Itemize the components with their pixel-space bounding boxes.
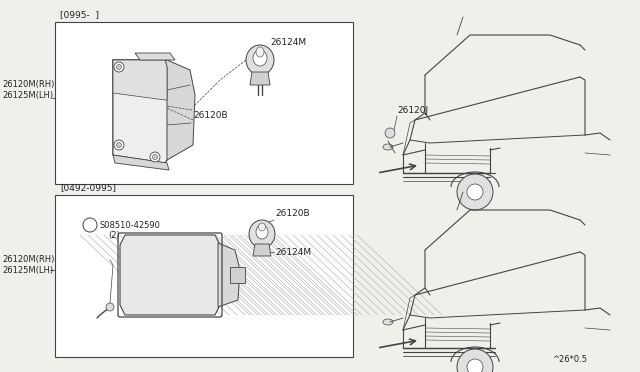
Text: ^26*0.5: ^26*0.5 <box>552 355 588 364</box>
Circle shape <box>114 140 124 150</box>
Text: 26120B: 26120B <box>193 110 228 119</box>
Circle shape <box>457 174 493 210</box>
Ellipse shape <box>249 220 275 248</box>
Circle shape <box>467 359 483 372</box>
Circle shape <box>114 62 124 72</box>
Text: S08510-42590: S08510-42590 <box>100 221 161 230</box>
Circle shape <box>106 303 114 311</box>
Polygon shape <box>253 244 271 256</box>
Text: (2): (2) <box>108 231 120 240</box>
Polygon shape <box>218 243 240 307</box>
Ellipse shape <box>383 144 393 150</box>
Text: 26120M(RH)
26125M(LH): 26120M(RH) 26125M(LH) <box>2 80 54 100</box>
Text: 26120J: 26120J <box>397 106 428 115</box>
Ellipse shape <box>383 319 393 325</box>
Bar <box>55 22 353 184</box>
Polygon shape <box>113 60 167 100</box>
Circle shape <box>457 349 493 372</box>
Text: 26120M(RH)
26125M(LH): 26120M(RH) 26125M(LH) <box>2 255 54 275</box>
Text: [0995-  ]: [0995- ] <box>60 10 99 19</box>
Polygon shape <box>250 72 270 85</box>
Circle shape <box>116 142 122 148</box>
Ellipse shape <box>253 50 267 66</box>
Polygon shape <box>135 53 175 60</box>
Polygon shape <box>230 267 245 283</box>
Ellipse shape <box>256 47 264 57</box>
Ellipse shape <box>256 225 268 239</box>
Circle shape <box>152 154 157 160</box>
Text: 26124M: 26124M <box>275 248 311 257</box>
Ellipse shape <box>246 45 274 75</box>
Polygon shape <box>165 60 195 160</box>
Text: S: S <box>88 221 92 230</box>
Text: [0492-0995]: [0492-0995] <box>60 183 116 192</box>
Circle shape <box>150 152 160 162</box>
Ellipse shape <box>259 223 266 231</box>
Circle shape <box>385 128 395 138</box>
Text: 26120B: 26120B <box>275 209 310 218</box>
Text: 26124M: 26124M <box>270 38 306 46</box>
Bar <box>55 195 353 357</box>
Circle shape <box>116 64 122 70</box>
Polygon shape <box>113 60 167 163</box>
Polygon shape <box>113 155 169 170</box>
Circle shape <box>83 218 97 232</box>
Circle shape <box>467 184 483 200</box>
Polygon shape <box>120 235 220 315</box>
